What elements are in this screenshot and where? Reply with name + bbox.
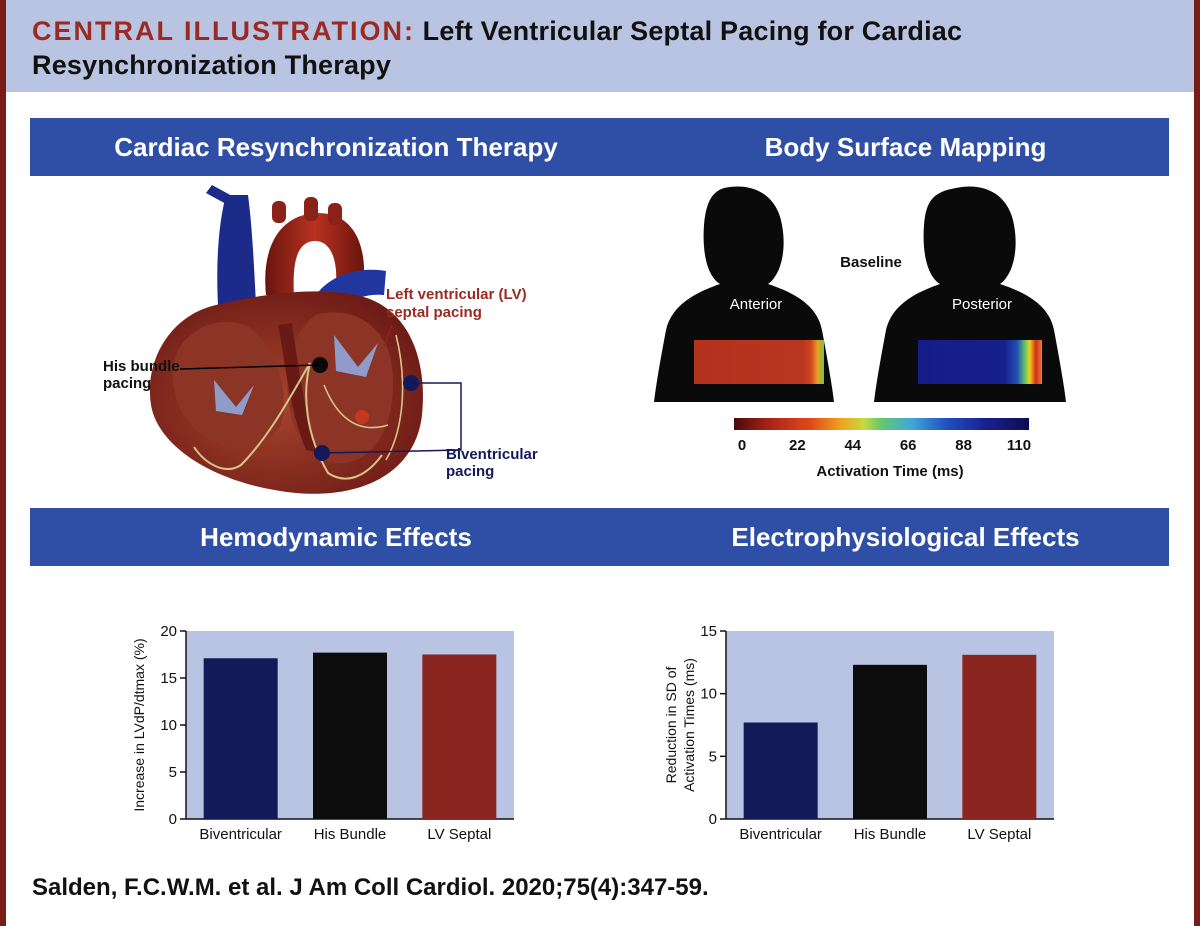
bar-lv-septal [422, 654, 497, 819]
bar-his-bundle [853, 664, 927, 819]
title-lead: CENTRAL ILLUSTRATION: [32, 16, 415, 46]
bar-biventricular [203, 658, 278, 819]
y-tick-label: 10 [700, 686, 717, 703]
color-scale-label: Activation Time (ms) [816, 463, 963, 480]
electrophysiological-chart: 0 5 10 15 Biventricular His Bundle LV Septal Re… [663, 623, 1054, 843]
posterior-activation-map [918, 340, 1042, 384]
y-tick-label: 15 [700, 623, 717, 640]
scale-tick-label: 110 [1007, 437, 1031, 454]
section-header-hemo: Hemodynamic Effects [30, 508, 642, 566]
section-header-crt: Cardiac Resynchronization Therapy [30, 118, 642, 176]
title-text: Left Ventricular Septal Pacing for Cardi… [32, 16, 963, 80]
citation: Salden, F.C.W.M. et al. J Am Coll Cardio… [32, 874, 709, 901]
x-tick-label: LV Septal [967, 826, 1031, 843]
y-tick-label: 0 [169, 811, 177, 828]
anterior-label: Anterior [730, 296, 783, 313]
page-title: CENTRAL ILLUSTRATION: Left Ventricular S… [32, 14, 1152, 82]
anterior-torso-icon [654, 186, 834, 402]
his-leader-line [179, 364, 321, 370]
title-bar: CENTRAL ILLUSTRATION: Left Ventricular S… [6, 0, 1194, 92]
lv-septal-label: Left ventricular (LV) [386, 286, 527, 303]
biv-label: Biventricular [446, 446, 538, 463]
posterior-label: Posterior [952, 296, 1012, 313]
hemodynamic-chart: 0 5 10 15 20 Biventricular His Bundle LV Septal… [131, 623, 514, 843]
scale-tick-label: 88 [955, 437, 972, 454]
bar-his-bundle [313, 652, 387, 819]
lv-leader-line [383, 324, 393, 348]
illustration-frame: CENTRAL ILLUSTRATION: Left Ventricular S… [6, 0, 1194, 926]
lv-septal-label-2: septal pacing [386, 304, 482, 321]
x-tick-label: LV Septal [427, 826, 491, 843]
biv-label-2: pacing [446, 463, 494, 480]
y-axis-label: Reduction in SD of [663, 667, 679, 784]
scale-tick-label: 0 [738, 437, 746, 454]
posterior-torso-icon [874, 186, 1066, 402]
section-header-ep: Electrophysiological Effects [642, 508, 1169, 566]
scale-tick-label: 66 [900, 437, 917, 454]
color-scale-bar [734, 418, 1029, 430]
anterior-activation-map [694, 340, 824, 384]
y-axis-label: Activation Times (ms) [681, 658, 697, 792]
biv-leader-line [321, 382, 462, 454]
baseline-label: Baseline [840, 254, 902, 271]
y-tick-label: 5 [169, 764, 177, 781]
scale-tick-label: 22 [789, 437, 806, 454]
bar-lv-septal [962, 654, 1037, 819]
y-tick-label: 0 [709, 811, 717, 828]
y-tick-label: 15 [160, 670, 177, 687]
lv-septal-lead-icon [355, 410, 369, 424]
y-tick-label: 10 [160, 717, 177, 734]
y-axis-label: Increase in LVdP/dtmax (%) [131, 638, 147, 811]
y-tick-label: 5 [709, 748, 717, 765]
x-tick-label: Biventricular [739, 826, 822, 843]
body-surface-map: Baseline Anterior Posterior 0 22 44 66 88 110… [654, 186, 1066, 480]
bar-biventricular [743, 722, 818, 819]
his-bundle-label: His bundle [103, 358, 180, 375]
section-header-bsm: Body Surface Mapping [642, 118, 1169, 176]
heart-illustration: Left ventricular (LV) septal pacing His … [103, 185, 538, 494]
heart-icon [149, 185, 423, 494]
his-bundle-label-2: pacing [103, 375, 151, 392]
color-scale-ticks: 0 22 44 66 88 110 [738, 437, 1031, 454]
x-tick-label: Biventricular [199, 826, 282, 843]
x-tick-label: His Bundle [854, 826, 927, 843]
x-tick-label: His Bundle [314, 826, 387, 843]
y-tick-label: 20 [160, 623, 177, 640]
scale-tick-label: 44 [844, 437, 861, 454]
